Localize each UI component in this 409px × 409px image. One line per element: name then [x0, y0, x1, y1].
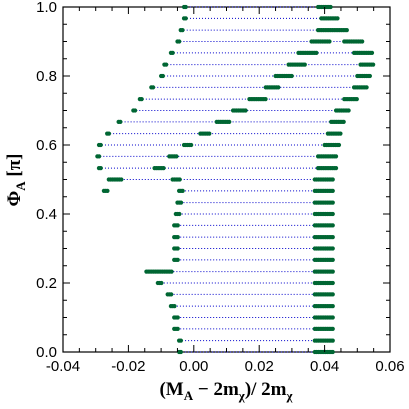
data-point — [263, 97, 268, 102]
data-point — [175, 326, 180, 331]
plot-area — [62, 4, 391, 355]
data-point — [330, 188, 335, 193]
y-tick-label: 0.2 — [36, 275, 57, 292]
data-point — [160, 73, 165, 79]
data-point — [335, 16, 340, 21]
x-axis-label: (MA − 2mχ)/ 2mχ — [159, 379, 293, 403]
data-point — [175, 257, 180, 262]
data-point — [330, 338, 335, 343]
data-point — [183, 4, 188, 10]
data-point — [227, 119, 232, 124]
data-point — [183, 16, 188, 21]
y-tick-label: 1.0 — [36, 0, 57, 16]
data-point — [330, 269, 335, 274]
allowed-points — [95, 4, 376, 355]
data-point — [330, 280, 335, 286]
y-tick-label: 0.0 — [36, 344, 57, 361]
x-tick-label: 0.00 — [179, 358, 208, 375]
data-point — [333, 166, 339, 171]
data-point — [330, 246, 335, 251]
data-point — [330, 292, 335, 297]
data-point — [330, 257, 335, 262]
data-point — [177, 211, 182, 217]
data-point — [175, 235, 180, 240]
y-tick-label: 0.6 — [36, 137, 57, 154]
data-point — [189, 142, 194, 148]
axis-ticks — [62, 6, 391, 353]
data-point — [133, 108, 138, 113]
data-point — [333, 154, 339, 159]
y-axis-label: ΦA [π] — [4, 154, 28, 207]
data-point — [207, 131, 212, 136]
data-point — [330, 200, 335, 205]
x-tick-label: 0.02 — [245, 358, 274, 375]
data-point — [341, 119, 346, 124]
data-point — [164, 62, 169, 67]
data-point — [330, 326, 335, 331]
data-point — [330, 349, 335, 355]
y-tick-labels: 0.0 0.2 0.4 0.6 0.8 1.0 — [36, 0, 57, 361]
data-point — [338, 131, 343, 136]
y-tick-label: 0.8 — [36, 68, 57, 85]
data-point — [159, 280, 164, 286]
data-point — [169, 269, 174, 274]
data-point — [175, 315, 180, 320]
data-point — [243, 108, 248, 113]
data-point — [177, 177, 182, 182]
x-tick-label: -0.04 — [46, 358, 80, 375]
data-point — [180, 188, 185, 193]
data-point — [106, 131, 112, 136]
data-point — [330, 304, 335, 309]
data-point — [314, 50, 319, 55]
data-point — [330, 177, 335, 182]
data-point — [97, 154, 102, 159]
data-point — [180, 28, 185, 33]
data-point — [360, 39, 365, 44]
data-point — [161, 166, 166, 171]
data-point — [139, 97, 144, 102]
data-point — [336, 142, 342, 148]
data-point — [175, 246, 180, 251]
x-tick-label: -0.02 — [111, 358, 145, 375]
x-tick-label: 0.06 — [375, 358, 404, 375]
data-point — [98, 142, 103, 148]
data-point — [178, 349, 183, 355]
data-point — [330, 223, 335, 228]
data-point — [118, 119, 123, 124]
data-point — [170, 50, 175, 55]
data-point — [330, 315, 335, 320]
data-point — [169, 292, 174, 297]
data-point — [174, 154, 179, 159]
data-point — [354, 97, 359, 102]
data-point — [344, 28, 349, 33]
data-point — [172, 304, 177, 309]
data-point — [371, 62, 376, 67]
data-point — [150, 85, 156, 90]
data-point — [178, 200, 184, 205]
x-tick-label: 0.04 — [310, 358, 339, 375]
data-point — [302, 62, 307, 67]
y-tick-label: 0.4 — [36, 206, 57, 223]
data-point — [328, 4, 333, 10]
data-point — [276, 85, 281, 90]
data-point — [346, 108, 351, 113]
data-point — [98, 166, 103, 171]
data-point — [119, 177, 124, 182]
data-point — [177, 39, 182, 44]
data-point — [105, 188, 110, 193]
data-point — [330, 235, 335, 240]
data-point — [327, 39, 332, 44]
data-point — [330, 211, 335, 217]
data-point — [369, 50, 375, 55]
data-point — [175, 223, 180, 228]
data-point — [364, 85, 369, 90]
data-point — [289, 73, 294, 79]
x-tick-labels: -0.04 -0.02 0.00 0.02 0.04 0.06 — [46, 358, 405, 375]
data-point — [178, 338, 183, 343]
data-point — [367, 73, 372, 79]
